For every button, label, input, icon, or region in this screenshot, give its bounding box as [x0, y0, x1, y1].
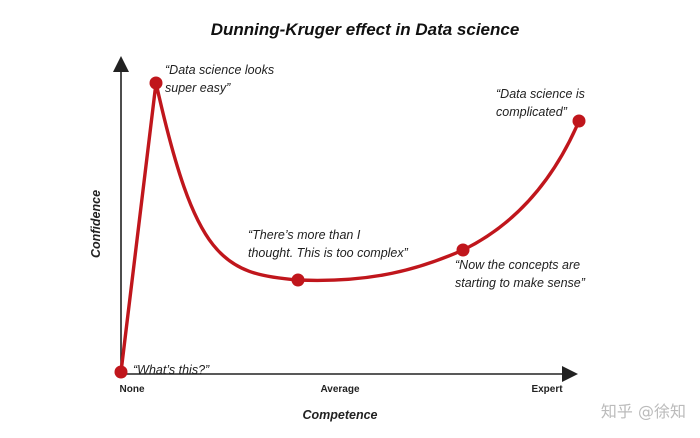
point-valley [291, 273, 305, 287]
point-peak [149, 76, 163, 90]
annotation-rising: “Now the concepts are starting to make s… [455, 258, 586, 290]
annotation-end: “Data science is complicated” [496, 87, 588, 119]
diagram-title: Dunning-Kruger effect in Data science [211, 20, 520, 39]
annotation-rising-line-2: starting to make sense” [455, 276, 586, 290]
annotation-end-line-1: “Data science is [496, 87, 585, 101]
annotation-peak-line-2: super easy” [165, 81, 231, 95]
annotation-peak-line-1: “Data science looks [165, 63, 274, 77]
watermark: 知乎 @徐知 [601, 402, 686, 421]
annotation-rising-line-1: “Now the concepts are [455, 258, 580, 272]
x-tick-average: Average [320, 384, 360, 395]
x-tick-none: None [120, 384, 145, 395]
point-end [572, 114, 586, 128]
annotation-end-line-2: complicated” [496, 105, 568, 119]
point-rising [456, 243, 470, 257]
annotation-peak: “Data science looks super easy” [165, 63, 278, 95]
dunning-kruger-curve [119, 81, 581, 374]
annotation-start: “What’s this?” [133, 363, 210, 377]
point-start [114, 365, 128, 379]
annotation-valley: “There’s more than I thought. This is to… [248, 228, 409, 260]
y-axis-title: Confidence [89, 190, 103, 258]
annotation-valley-line-1: “There’s more than I [248, 228, 361, 242]
x-axis-title: Competence [302, 408, 377, 422]
annotation-valley-line-2: thought. This is too complex” [248, 246, 409, 260]
x-tick-expert: Expert [531, 384, 563, 395]
